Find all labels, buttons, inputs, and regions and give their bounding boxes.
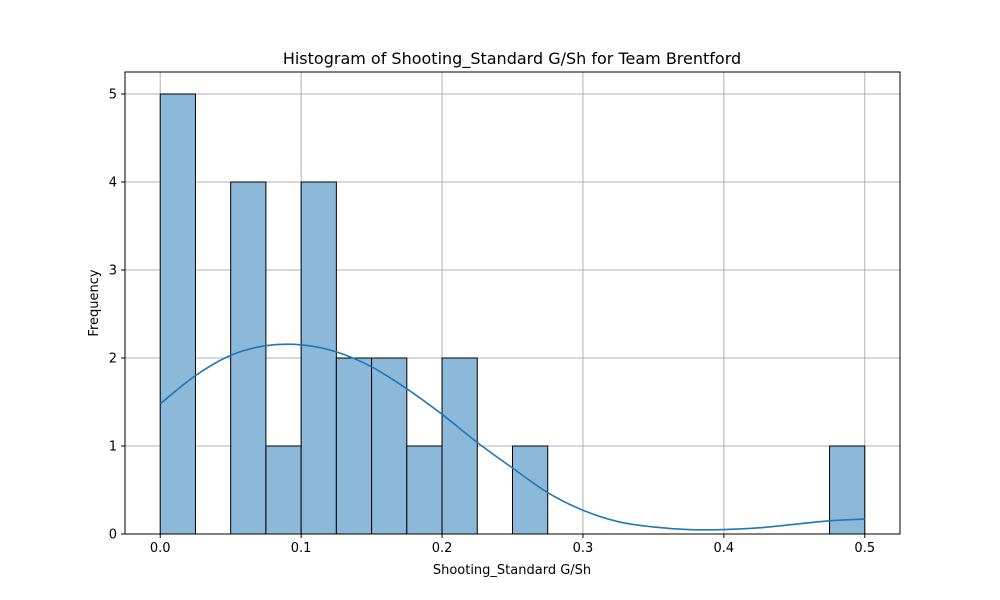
histogram-bar bbox=[406, 445, 443, 535]
x-axis-label: Shooting_Standard G/Sh bbox=[433, 563, 591, 578]
x-tick-label: 0.0 bbox=[150, 541, 171, 556]
kde-curve bbox=[159, 343, 865, 531]
histogram-bar bbox=[230, 181, 267, 535]
plot-frame bbox=[124, 71, 901, 535]
y-tick-label: 4 bbox=[109, 176, 117, 191]
histogram-bar bbox=[441, 357, 478, 535]
x-tick-label: 0.1 bbox=[291, 541, 312, 556]
histogram-bar bbox=[335, 357, 373, 535]
histogram-bar bbox=[265, 445, 302, 535]
y-tick-label: 0 bbox=[109, 528, 117, 543]
x-axis-ticks: 0.0 0.1 0.2 0.3 0.4 0.5 bbox=[150, 534, 875, 556]
chart-title: Histogram of Shooting_Standard G/Sh for … bbox=[283, 49, 741, 69]
x-tick-label: 0.2 bbox=[432, 541, 453, 556]
y-tick-label: 3 bbox=[109, 264, 117, 279]
x-tick-label: 0.5 bbox=[854, 541, 875, 556]
y-tick-label: 2 bbox=[109, 352, 117, 367]
histogram-bar bbox=[512, 445, 549, 535]
y-tick-label: 1 bbox=[109, 440, 117, 455]
y-axis-ticks: 0 1 2 3 4 5 bbox=[109, 88, 125, 543]
histogram-bars bbox=[159, 93, 866, 535]
histogram-bar bbox=[300, 181, 337, 535]
y-tick-label: 5 bbox=[109, 88, 117, 103]
x-tick-label: 0.4 bbox=[714, 541, 735, 556]
x-tick-label: 0.3 bbox=[573, 541, 594, 556]
y-axis-label: Frequency bbox=[87, 269, 102, 336]
histogram-bar bbox=[159, 93, 196, 535]
